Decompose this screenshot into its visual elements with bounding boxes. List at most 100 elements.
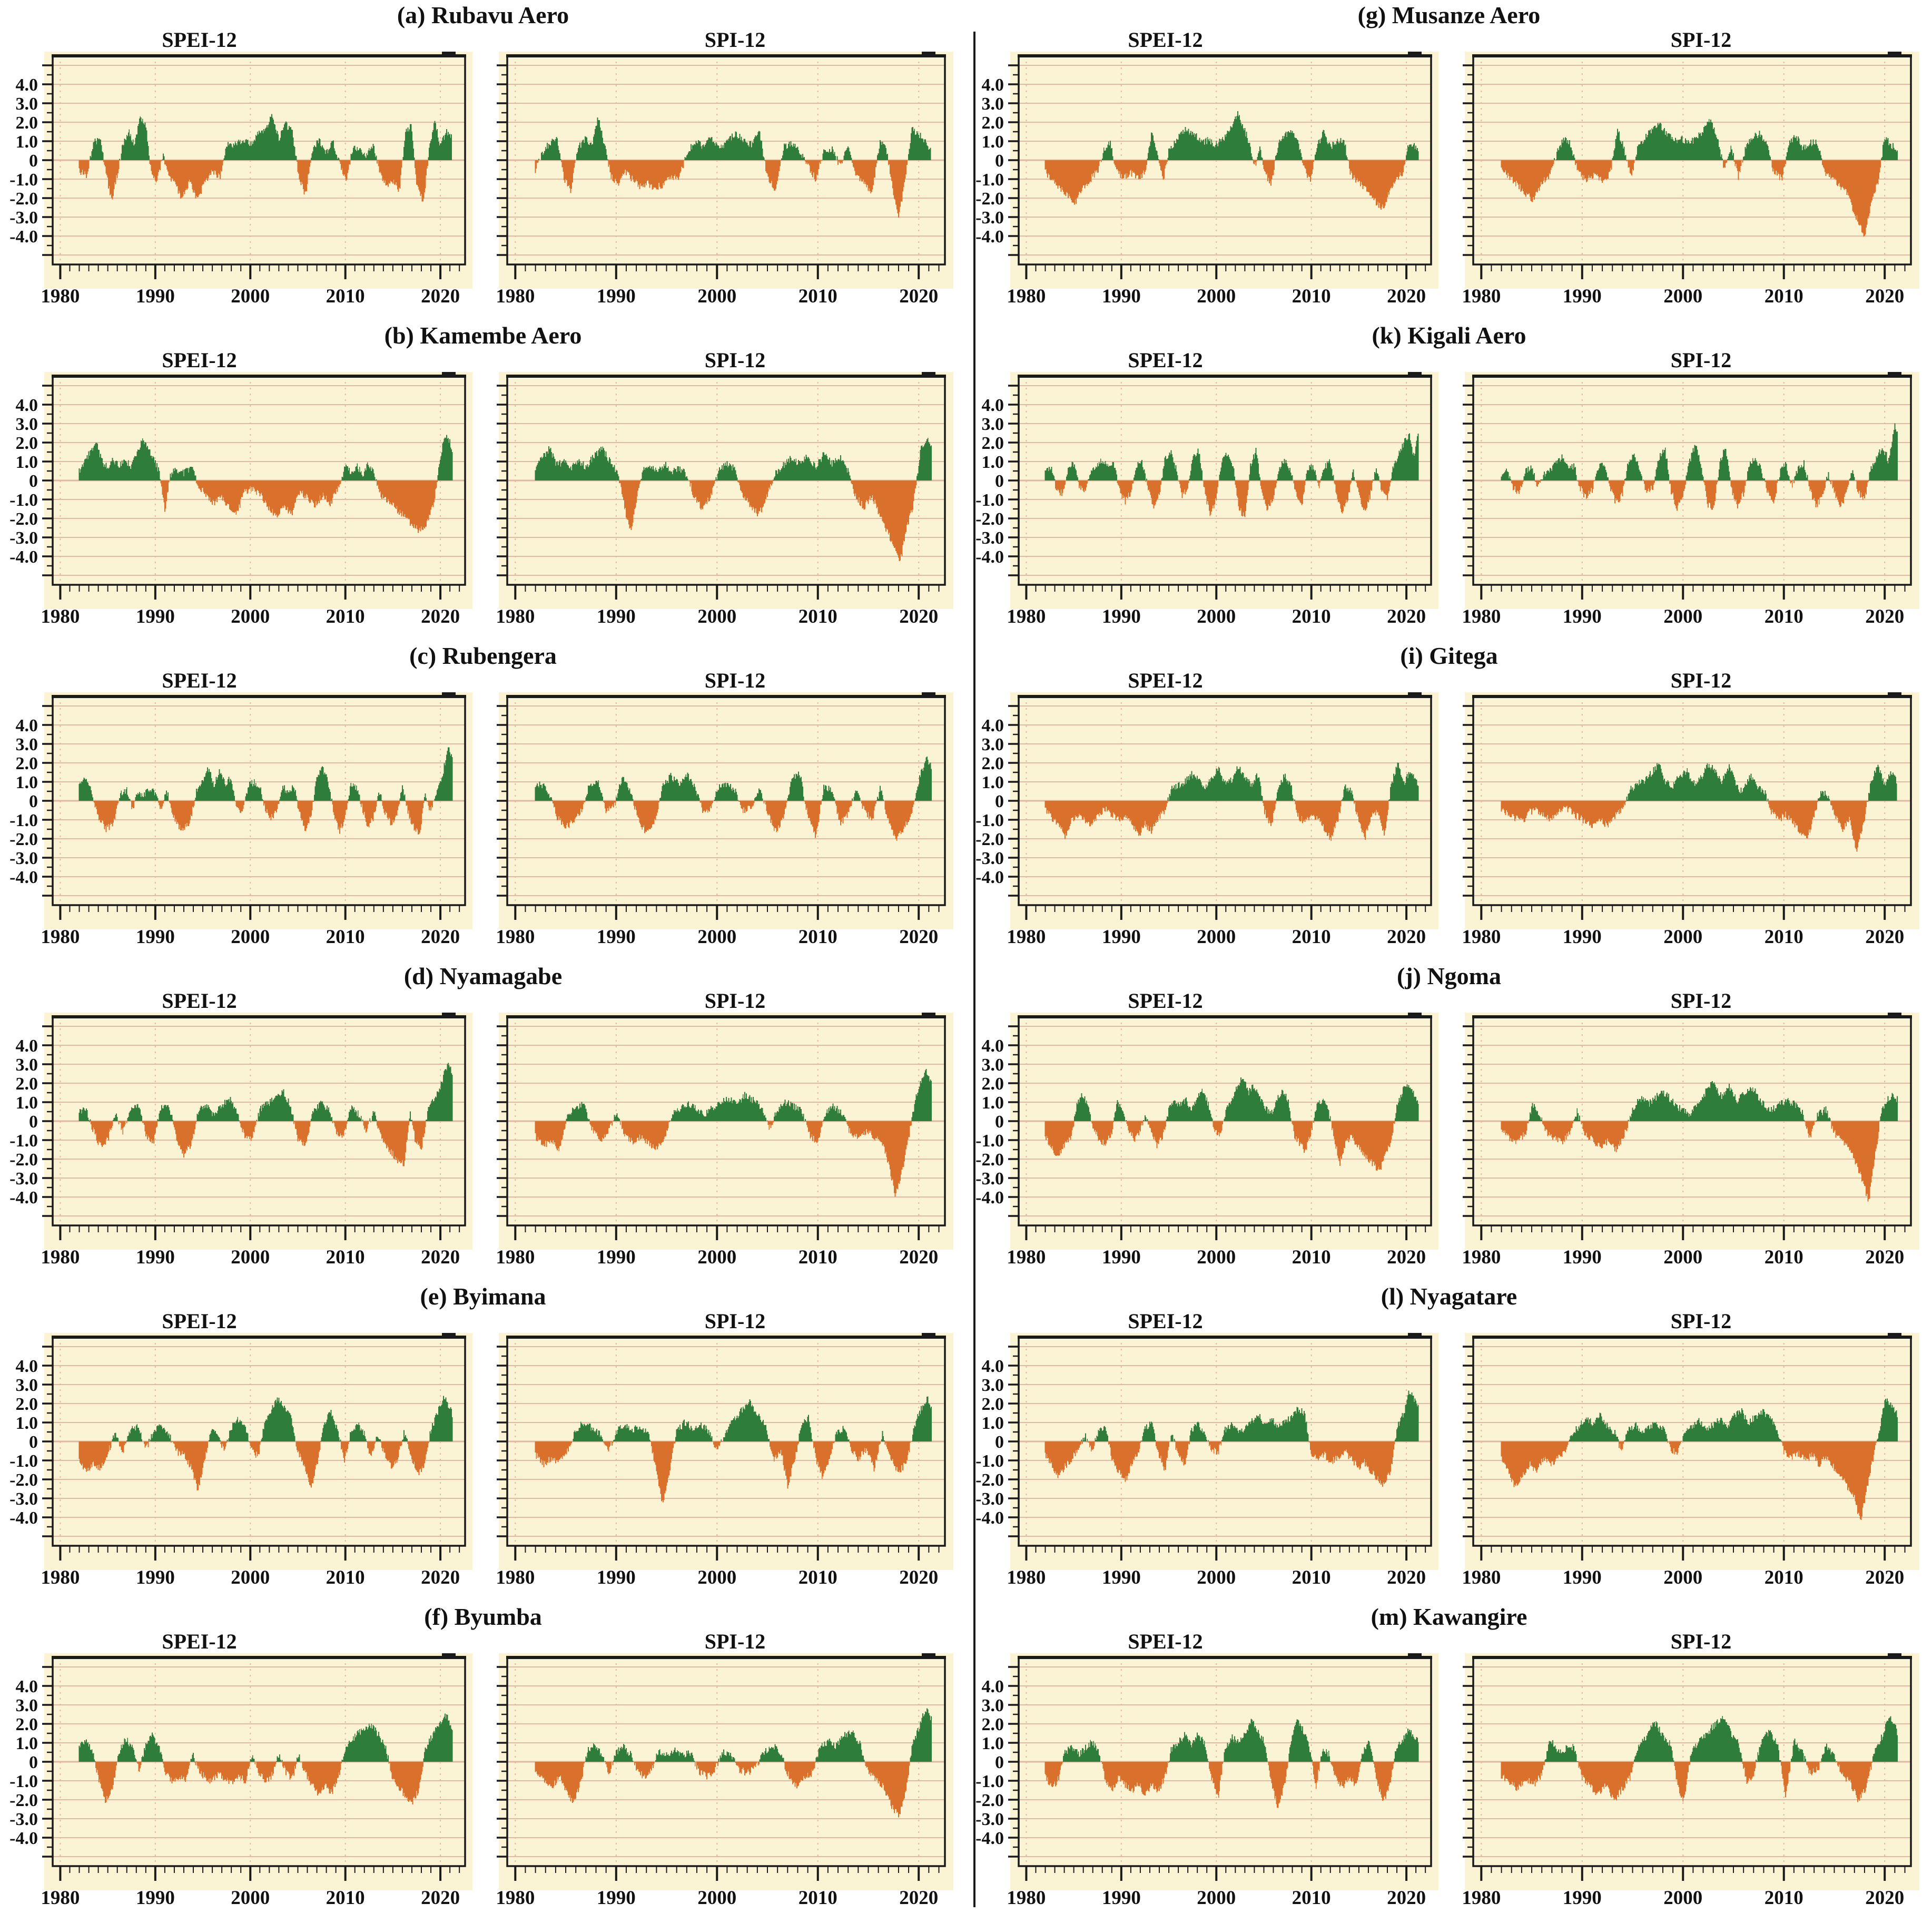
chart-pair: SPEI-12 -4.0 -3.0 -2.0 -1.0 0 1.0 2.0 3.0 4.0 198… [0, 988, 966, 1276]
chart-pair: SPEI-12 -4.0 -3.0 -2.0 -1.0 0 1.0 2.0 3.0 4.0 198… [966, 988, 1932, 1276]
chart-title-spi12: SPI-12 [704, 1630, 766, 1653]
chart-spei12: SPEI-12 -4.0 -3.0 -2.0 -1.0 0 1.0 2.0 3.0 4.0 198… [0, 348, 483, 635]
svg-text:2020: 2020 [899, 286, 938, 307]
station-title: (j) Ngoma [1397, 963, 1501, 989]
svg-text:1990: 1990 [136, 1247, 175, 1268]
spi12-bar-plot: 1980 1990 2000 2010 2020 [496, 52, 953, 307]
svg-text:1.0: 1.0 [16, 453, 38, 472]
svg-text:2.0: 2.0 [16, 434, 38, 453]
station-title: (a) Rubavu Aero [397, 2, 569, 28]
svg-text:2020: 2020 [899, 606, 938, 627]
svg-text:1990: 1990 [136, 926, 175, 948]
spi12-bar-plot: 1980 1990 2000 2010 2020 [496, 1653, 953, 1909]
chart-spei12: SPEI-12 -4.0 -3.0 -2.0 -1.0 0 1.0 2.0 3.0 4.0 198… [0, 27, 483, 315]
chart-title-spei12: SPEI-12 [162, 669, 237, 692]
svg-text:-4.0: -4.0 [9, 1188, 38, 1208]
spi12-bar-plot: 1980 1990 2000 2010 2020 [496, 692, 953, 948]
chart-spi12: SPI-12 1980 1990 2000 2010 2020 [1449, 988, 1932, 1276]
chart-spei12: SPEI-12 -4.0 -3.0 -2.0 -1.0 0 1.0 2.0 3.0 4.0 198… [0, 1309, 483, 1596]
chart-spei12: SPEI-12 -4.0 -3.0 -2.0 -1.0 0 1.0 2.0 3.0 4.0 198… [966, 348, 1449, 635]
chart-spei12: SPEI-12 -4.0 -3.0 -2.0 -1.0 0 1.0 2.0 3.0 4.0 198… [966, 27, 1449, 315]
svg-text:-2.0: -2.0 [9, 189, 38, 209]
chart-spi12: SPI-12 1980 1990 2000 2010 2020 [1449, 348, 1932, 635]
chart-spi12: SPI-12 1980 1990 2000 2010 2020 [1449, 27, 1932, 315]
spi12-bar-plot: 1980 1990 2000 2010 2020 [1462, 372, 1919, 627]
station-title: (f) Byumba [424, 1603, 542, 1630]
svg-text:1.0: 1.0 [16, 773, 38, 792]
chart-spi12: SPI-12 1980 1990 2000 2010 2020 [483, 348, 966, 635]
spi12-bar-plot: 1980 1990 2000 2010 2020 [496, 1013, 953, 1268]
svg-text:2000: 2000 [231, 606, 270, 627]
chart-pair: SPEI-12 -4.0 -3.0 -2.0 -1.0 0 1.0 2.0 3.0 4.0 198… [0, 1629, 966, 1917]
chart-pair: SPEI-12 -4.0 -3.0 -2.0 -1.0 0 1.0 2.0 3.0 4.0 198… [966, 27, 1932, 315]
svg-text:2010: 2010 [799, 286, 837, 307]
chart-title-spi12: SPI-12 [704, 28, 766, 52]
svg-text:1990: 1990 [597, 606, 636, 627]
column-divider [973, 32, 975, 1907]
svg-text:1980: 1980 [496, 1247, 535, 1268]
chart-spei12: SPEI-12 -4.0 -3.0 -2.0 -1.0 0 1.0 2.0 3.0 4.0 198… [0, 668, 483, 956]
spi12-bar-plot: 1980 1990 2000 2010 2020 [496, 1333, 953, 1588]
station-panel-f: (f) Byumba SPEI-12 -4.0 -3.0 -2.0 -1.0 0 1.0 2… [0, 1602, 966, 1922]
chart-title-spi12: SPI-12 [1670, 669, 1732, 692]
svg-text:2010: 2010 [799, 1247, 837, 1268]
station-panel-i: (i) Gitega SPEI-12 -4.0 -3.0 -2.0 -1.0 0 1.0 2… [966, 641, 1932, 961]
chart-pair: SPEI-12 -4.0 -3.0 -2.0 -1.0 0 1.0 2.0 3.0 4.0 198… [0, 27, 966, 315]
station-title: (i) Gitega [1400, 642, 1498, 669]
svg-text:3.0: 3.0 [16, 1055, 38, 1075]
station-title: (d) Nyamagabe [403, 963, 563, 989]
chart-title-spi12: SPI-12 [704, 1309, 766, 1333]
chart-spi12: SPI-12 1980 1990 2000 2010 2020 [483, 1309, 966, 1596]
chart-title-spei12: SPEI-12 [1128, 989, 1203, 1013]
spi12-bar-plot: 1980 1990 2000 2010 2020 [1462, 1653, 1919, 1909]
chart-spi12: SPI-12 1980 1990 2000 2010 2020 [483, 988, 966, 1276]
svg-text:-4.0: -4.0 [9, 227, 38, 247]
chart-pair: SPEI-12 -4.0 -3.0 -2.0 -1.0 0 1.0 2.0 3.0 4.0 198… [966, 348, 1932, 635]
svg-text:1980: 1980 [41, 926, 80, 948]
svg-text:-1.0: -1.0 [9, 170, 38, 190]
chart-title-spei12: SPEI-12 [1128, 1630, 1203, 1653]
svg-text:-3.0: -3.0 [9, 528, 38, 548]
chart-title-spei12: SPEI-12 [1128, 669, 1203, 692]
station-title: (b) Kamembe Aero [384, 322, 582, 349]
chart-spi12: SPI-12 1980 1990 2000 2010 2020 [1449, 1629, 1932, 1917]
svg-text:-4.0: -4.0 [9, 868, 38, 887]
svg-text:2.0: 2.0 [16, 754, 38, 773]
chart-spei12: SPEI-12 -4.0 -3.0 -2.0 -1.0 0 1.0 2.0 3.0 4.0 198… [0, 988, 483, 1276]
svg-text:2000: 2000 [231, 1247, 270, 1268]
station-panel-m: (m) Kawangire SPEI-12 -4.0 -3.0 -2.0 -1.0 0 1… [966, 1602, 1932, 1922]
svg-text:4.0: 4.0 [16, 396, 38, 415]
svg-text:-4.0: -4.0 [9, 547, 38, 567]
svg-text:1990: 1990 [597, 926, 636, 948]
svg-text:1980: 1980 [496, 286, 535, 307]
svg-text:-1.0: -1.0 [9, 490, 38, 510]
chart-pair: SPEI-12 -4.0 -3.0 -2.0 -1.0 0 1.0 2.0 3.0 4.0 198… [966, 1629, 1932, 1917]
chart-title-spi12: SPI-12 [1670, 1309, 1732, 1333]
chart-spi12: SPI-12 1980 1990 2000 2010 2020 [483, 668, 966, 956]
svg-text:2010: 2010 [799, 926, 837, 948]
station-panel-a: (a) Rubavu Aero SPEI-12 -4.0 -3.0 -2.0 -1.0… [0, 0, 966, 320]
spi12-bar-plot: 1980 1990 2000 2010 2020 [1462, 1333, 1919, 1588]
chart-pair: SPEI-12 -4.0 -3.0 -2.0 -1.0 0 1.0 2.0 3.0 4.0 198… [966, 668, 1932, 956]
station-title: (m) Kawangire [1371, 1603, 1527, 1630]
station-title: (c) Rubengera [409, 642, 557, 669]
chart-spei12: SPEI-12 -4.0 -3.0 -2.0 -1.0 0 1.0 2.0 3.0 4.0 198… [0, 1629, 483, 1917]
svg-text:1990: 1990 [597, 1247, 636, 1268]
chart-pair: SPEI-12 -4.0 -3.0 -2.0 -1.0 0 1.0 2.0 3.0 4.0 198… [0, 668, 966, 956]
spi12-bar-plot: 1980 1990 2000 2010 2020 [1462, 52, 1919, 307]
station-panel-g: (g) Musanze Aero SPEI-12 -4.0 -3.0 -2.0 -1.… [966, 0, 1932, 320]
svg-text:-1.0: -1.0 [9, 1131, 38, 1151]
svg-text:4.0: 4.0 [16, 75, 38, 95]
chart-title-spi12: SPI-12 [704, 669, 766, 692]
station-panel-e: (e) Byimana SPEI-12 -4.0 -3.0 -2.0 -1.0 0 1.0… [0, 1281, 966, 1602]
svg-text:2000: 2000 [697, 1247, 736, 1268]
chart-pair: SPEI-12 -4.0 -3.0 -2.0 -1.0 0 1.0 2.0 3.0 4.0 198… [966, 1309, 1932, 1596]
svg-text:0: 0 [29, 151, 38, 171]
